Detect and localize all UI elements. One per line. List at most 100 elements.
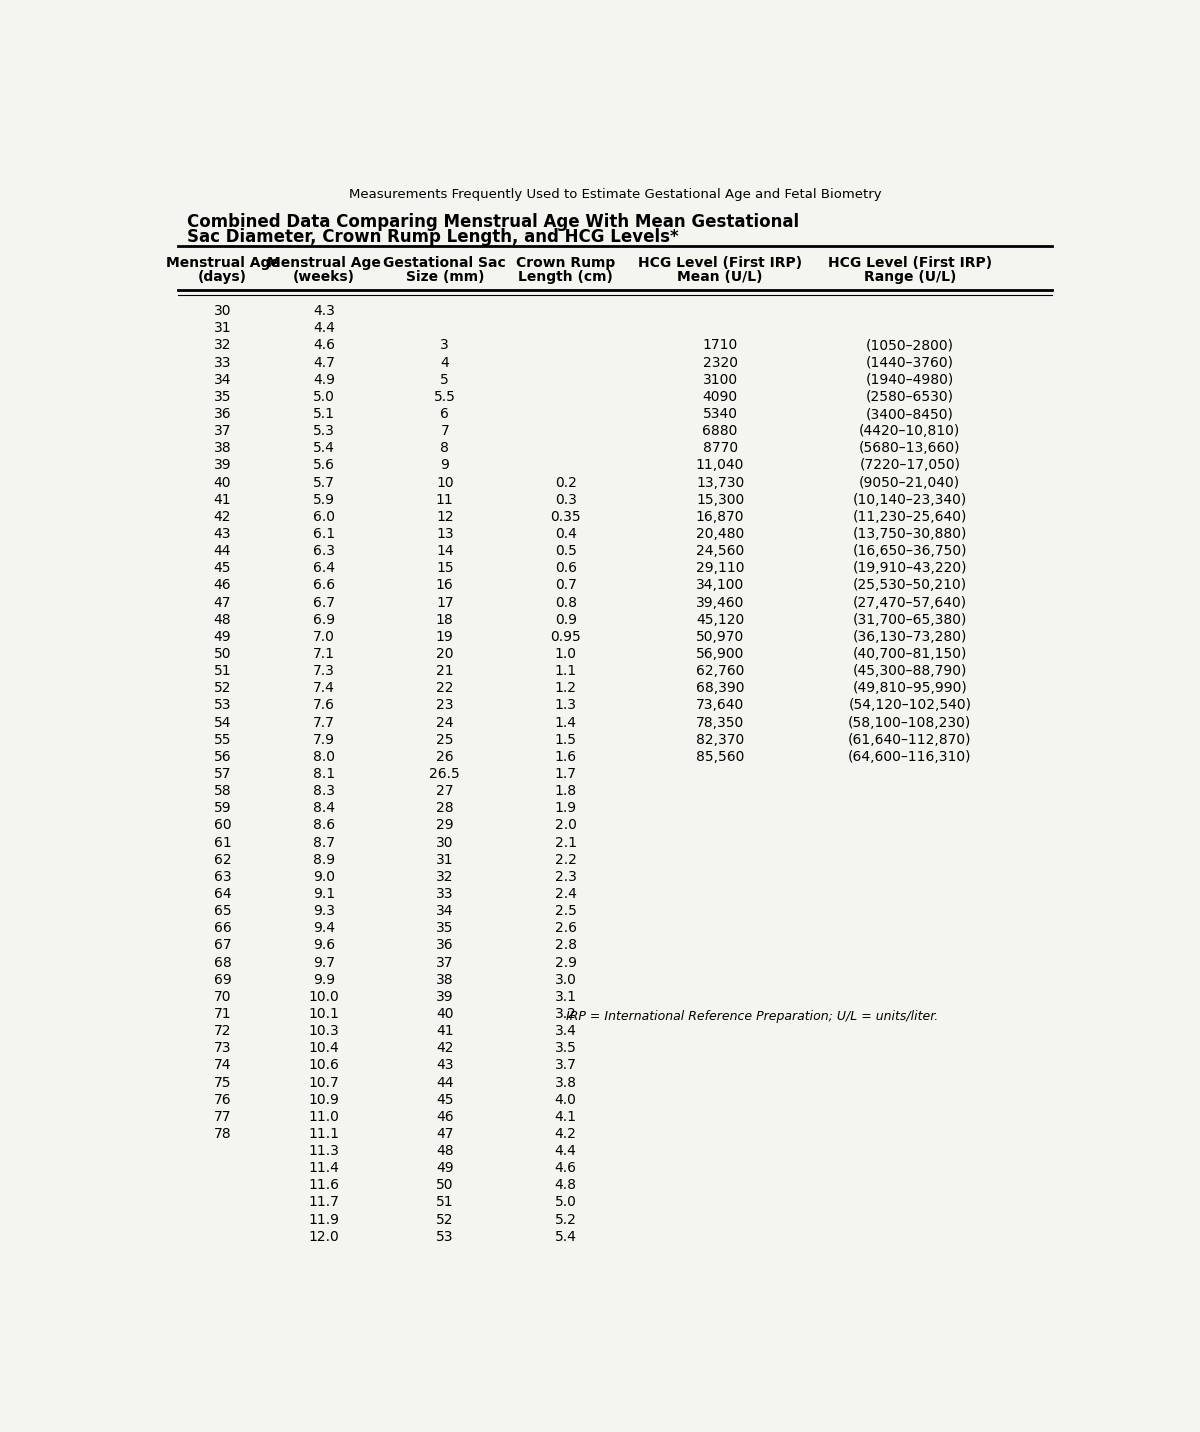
Text: 62,760: 62,760 — [696, 664, 744, 679]
Text: 53: 53 — [436, 1230, 454, 1244]
Text: 45,120: 45,120 — [696, 613, 744, 627]
Text: (49,810–95,990): (49,810–95,990) — [852, 682, 967, 696]
Text: 2.6: 2.6 — [554, 921, 577, 935]
Text: 7.9: 7.9 — [313, 733, 335, 746]
Text: 6: 6 — [440, 407, 449, 421]
Text: 4.4: 4.4 — [554, 1144, 577, 1158]
Text: 0.5: 0.5 — [554, 544, 577, 558]
Text: 6.4: 6.4 — [313, 561, 335, 576]
Text: 26.5: 26.5 — [430, 768, 460, 780]
Text: 38: 38 — [214, 441, 232, 455]
Text: 9.6: 9.6 — [313, 938, 335, 952]
Text: 8.0: 8.0 — [313, 750, 335, 763]
Text: 26: 26 — [436, 750, 454, 763]
Text: 70: 70 — [214, 990, 232, 1004]
Text: 77: 77 — [214, 1110, 232, 1124]
Text: 21: 21 — [436, 664, 454, 679]
Text: 29: 29 — [436, 818, 454, 832]
Text: 1.2: 1.2 — [554, 682, 577, 696]
Text: 11.1: 11.1 — [308, 1127, 340, 1141]
Text: 27: 27 — [436, 785, 454, 798]
Text: 35: 35 — [214, 390, 232, 404]
Text: 18: 18 — [436, 613, 454, 627]
Text: 3.5: 3.5 — [554, 1041, 577, 1055]
Text: 66: 66 — [214, 921, 232, 935]
Text: 10.6: 10.6 — [308, 1058, 340, 1073]
Text: 48: 48 — [214, 613, 232, 627]
Text: 2.2: 2.2 — [554, 852, 577, 866]
Text: 11.7: 11.7 — [308, 1196, 340, 1210]
Text: (64,600–116,310): (64,600–116,310) — [848, 750, 972, 763]
Text: 64: 64 — [214, 886, 232, 901]
Text: 51: 51 — [436, 1196, 454, 1210]
Text: 44: 44 — [436, 1075, 454, 1090]
Text: 14: 14 — [436, 544, 454, 558]
Text: (1440–3760): (1440–3760) — [866, 355, 954, 369]
Text: 8.6: 8.6 — [313, 818, 335, 832]
Text: 22: 22 — [436, 682, 454, 696]
Text: 11.4: 11.4 — [308, 1161, 340, 1176]
Text: 2.5: 2.5 — [554, 904, 577, 918]
Text: 12.0: 12.0 — [308, 1230, 340, 1244]
Text: 0.8: 0.8 — [554, 596, 577, 610]
Text: Menstrual Age: Menstrual Age — [166, 256, 280, 269]
Text: 6.7: 6.7 — [313, 596, 335, 610]
Text: 31: 31 — [436, 852, 454, 866]
Text: 47: 47 — [214, 596, 232, 610]
Text: 50: 50 — [214, 647, 232, 662]
Text: 8.9: 8.9 — [313, 852, 335, 866]
Text: HCG Level (First IRP): HCG Level (First IRP) — [638, 256, 802, 269]
Text: 8.4: 8.4 — [313, 802, 335, 815]
Text: 56: 56 — [214, 750, 232, 763]
Text: 0.2: 0.2 — [554, 475, 577, 490]
Text: 7.4: 7.4 — [313, 682, 335, 696]
Text: 3: 3 — [440, 338, 449, 352]
Text: 4.4: 4.4 — [313, 321, 335, 335]
Text: 5.4: 5.4 — [554, 1230, 577, 1244]
Text: 7.0: 7.0 — [313, 630, 335, 644]
Text: 9.1: 9.1 — [313, 886, 335, 901]
Text: (13,750–30,880): (13,750–30,880) — [853, 527, 967, 541]
Text: 74: 74 — [214, 1058, 232, 1073]
Text: 82,370: 82,370 — [696, 733, 744, 746]
Text: 59: 59 — [214, 802, 232, 815]
Text: 5.7: 5.7 — [313, 475, 335, 490]
Text: 1.6: 1.6 — [554, 750, 577, 763]
Text: 30: 30 — [436, 835, 454, 849]
Text: 49: 49 — [436, 1161, 454, 1176]
Text: (days): (days) — [198, 271, 247, 284]
Text: 11.3: 11.3 — [308, 1144, 340, 1158]
Text: 4.6: 4.6 — [554, 1161, 577, 1176]
Text: 32: 32 — [436, 869, 454, 884]
Text: 16: 16 — [436, 579, 454, 593]
Text: 4.2: 4.2 — [554, 1127, 577, 1141]
Text: 4.1: 4.1 — [554, 1110, 577, 1124]
Text: (7220–17,050): (7220–17,050) — [859, 458, 960, 473]
Text: 9: 9 — [440, 458, 449, 473]
Text: Length (cm): Length (cm) — [518, 271, 613, 284]
Text: 37: 37 — [436, 955, 454, 969]
Text: 4.0: 4.0 — [554, 1093, 577, 1107]
Text: 4090: 4090 — [702, 390, 738, 404]
Text: (weeks): (weeks) — [293, 271, 355, 284]
Text: 9.4: 9.4 — [313, 921, 335, 935]
Text: 20: 20 — [436, 647, 454, 662]
Text: 8.1: 8.1 — [313, 768, 335, 780]
Text: 5.1: 5.1 — [313, 407, 335, 421]
Text: 33: 33 — [214, 355, 232, 369]
Text: (27,470–57,640): (27,470–57,640) — [853, 596, 967, 610]
Text: (5680–13,660): (5680–13,660) — [859, 441, 960, 455]
Text: 40: 40 — [214, 475, 232, 490]
Text: HCG Level (First IRP): HCG Level (First IRP) — [828, 256, 992, 269]
Text: 10.3: 10.3 — [308, 1024, 340, 1038]
Text: 61: 61 — [214, 835, 232, 849]
Text: 8.3: 8.3 — [313, 785, 335, 798]
Text: 42: 42 — [436, 1041, 454, 1055]
Text: 72: 72 — [214, 1024, 232, 1038]
Text: 6.0: 6.0 — [313, 510, 335, 524]
Text: (40,700–81,150): (40,700–81,150) — [853, 647, 967, 662]
Text: 8770: 8770 — [702, 441, 738, 455]
Text: 5.2: 5.2 — [554, 1213, 577, 1227]
Text: 33: 33 — [436, 886, 454, 901]
Text: (16,650–36,750): (16,650–36,750) — [852, 544, 967, 558]
